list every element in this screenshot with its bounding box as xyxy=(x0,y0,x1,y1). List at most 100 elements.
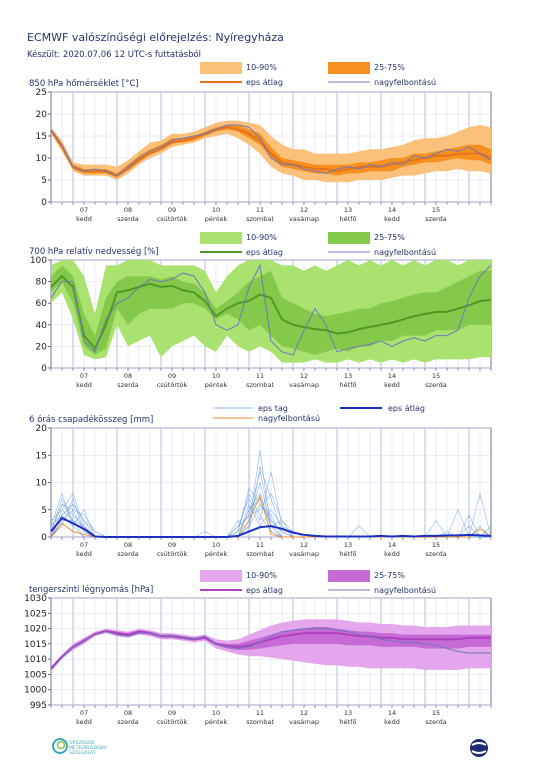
y-tick-label: 1020 xyxy=(24,625,47,635)
y-tick-label: 20 xyxy=(36,110,48,120)
weekday-label: csütörtök xyxy=(157,718,188,726)
legend-band-inner-swatch xyxy=(328,570,370,582)
ecmwf-logo-waves xyxy=(471,742,487,754)
hires-line xyxy=(50,124,492,177)
day-number-label: 14 xyxy=(388,206,396,214)
y-tick-label: 1015 xyxy=(24,640,47,650)
panel-title: 850 hPa hőmérséklet [°C] xyxy=(29,78,139,89)
hires-line xyxy=(50,628,491,671)
y-tick-label: 5 xyxy=(41,506,47,516)
day-number-label: 12 xyxy=(300,541,308,549)
legend-band-inner-label: 25-75% xyxy=(374,571,405,580)
y-tick-label: 10 xyxy=(36,479,48,489)
legend-hires-label: nagyfelbontású xyxy=(374,586,436,595)
day-number-label: 11 xyxy=(256,372,264,380)
legend-band-outer-label: 10-90% xyxy=(246,63,277,72)
day-number-label: 11 xyxy=(256,709,264,717)
weekday-label: hétfő xyxy=(340,717,357,726)
y-tick-label: 1000 xyxy=(24,686,47,696)
weekday-label: vasárnap xyxy=(289,381,319,389)
weekday-label: szerda xyxy=(425,550,446,558)
day-number-label: 15 xyxy=(432,206,440,214)
y-tick-label: 20 xyxy=(36,424,48,434)
weekday-label: kedd xyxy=(384,215,400,223)
weekday-label: szombat xyxy=(246,381,274,389)
day-number-label: 13 xyxy=(344,709,352,717)
day-number-label: 13 xyxy=(344,541,352,549)
weekday-label: péntek xyxy=(205,215,228,223)
band-25-75 xyxy=(51,125,491,178)
y-tick-label: 60 xyxy=(36,299,48,309)
y-tick-label: 40 xyxy=(36,321,48,331)
omsz-logo-icon xyxy=(52,738,68,754)
weekday-label: kedd xyxy=(76,215,92,223)
legend-hires-label: nagyfelbontású xyxy=(374,248,436,257)
day-number-label: 09 xyxy=(168,709,176,717)
y-tick-label: 15 xyxy=(36,451,47,461)
weekday-label: péntek xyxy=(205,718,228,726)
legend-band-inner-swatch xyxy=(328,232,370,244)
day-number-label: 15 xyxy=(432,372,440,380)
day-number-label: 11 xyxy=(256,206,264,214)
legend-band-outer-swatch xyxy=(200,570,242,582)
day-number-label: 15 xyxy=(432,541,440,549)
day-number-label: 13 xyxy=(344,372,352,380)
legend-hires-label: nagyfelbontású xyxy=(258,414,320,423)
weekday-label: szerda xyxy=(117,550,138,558)
hires-line xyxy=(50,263,492,356)
legend-mean-label: eps átlag xyxy=(246,78,283,87)
day-number-label: 14 xyxy=(388,541,396,549)
day-number-label: 08 xyxy=(124,372,132,380)
day-number-label: 11 xyxy=(256,541,264,549)
day-number-label: 09 xyxy=(168,372,176,380)
y-tick-label: 100 xyxy=(30,256,47,266)
y-tick-label: 1010 xyxy=(24,655,47,665)
legend-band-inner-label: 25-75% xyxy=(374,233,405,242)
panel-title: tengerszinti légnyomás [hPa] xyxy=(29,584,153,595)
weekday-label: szerda xyxy=(117,381,138,389)
panel-pressure xyxy=(48,570,492,708)
y-tick-label: 995 xyxy=(30,701,47,711)
weekday-label: kedd xyxy=(76,550,92,558)
legend-band-outer-swatch xyxy=(200,232,242,244)
weekday-label: kedd xyxy=(76,718,92,726)
weekday-label: hétfő xyxy=(340,214,357,223)
day-number-label: 08 xyxy=(124,206,132,214)
day-number-label: 08 xyxy=(124,541,132,549)
day-number-label: 12 xyxy=(300,709,308,717)
page-subtitle: Készült: 2020.07.06 12 UTC-s futtatásból xyxy=(27,50,202,60)
y-tick-label: 10 xyxy=(36,154,48,164)
legend-mean-label: eps átlag xyxy=(246,586,283,595)
weekday-label: csütörtök xyxy=(157,550,188,558)
day-number-label: 10 xyxy=(212,206,220,214)
weekday-label: kedd xyxy=(384,718,400,726)
weekday-label: szerda xyxy=(117,718,138,726)
panel-precip xyxy=(48,407,492,540)
y-tick-label: 1025 xyxy=(24,609,47,619)
y-tick-label: 0 xyxy=(41,198,47,208)
panel-title: 700 hPa relatív nedvesség [%] xyxy=(29,246,159,257)
weekday-label: péntek xyxy=(205,381,228,389)
day-number-label: 10 xyxy=(212,372,220,380)
legend-mean-label: eps átlag xyxy=(246,248,283,257)
omsz-logo-inner xyxy=(56,740,66,750)
legend-band-inner-label: 25-75% xyxy=(374,63,405,72)
y-tick-label: 1005 xyxy=(24,670,47,680)
legend-band-outer-label: 10-90% xyxy=(246,571,277,580)
panel-temp xyxy=(48,62,492,205)
eps-mean-line xyxy=(50,126,492,177)
legend-band-outer-label: 10-90% xyxy=(246,233,277,242)
day-number-label: 10 xyxy=(212,541,220,549)
omsz-logo-ring xyxy=(52,738,68,754)
weekday-label: szombat xyxy=(246,718,274,726)
y-tick-label: 20 xyxy=(36,342,48,352)
weekday-label: szerda xyxy=(117,215,138,223)
y-tick-label: 0 xyxy=(41,364,47,374)
weekday-label: kedd xyxy=(384,550,400,558)
weekday-label: péntek xyxy=(205,550,228,558)
weekday-label: csütörtök xyxy=(157,381,188,389)
omsz-logo-text: ORSZÁGOS METEOROLÓGIAI SZOLGÁLAT xyxy=(69,741,107,756)
day-number-label: 15 xyxy=(432,709,440,717)
day-number-label: 08 xyxy=(124,709,132,717)
day-number-label: 14 xyxy=(388,709,396,717)
